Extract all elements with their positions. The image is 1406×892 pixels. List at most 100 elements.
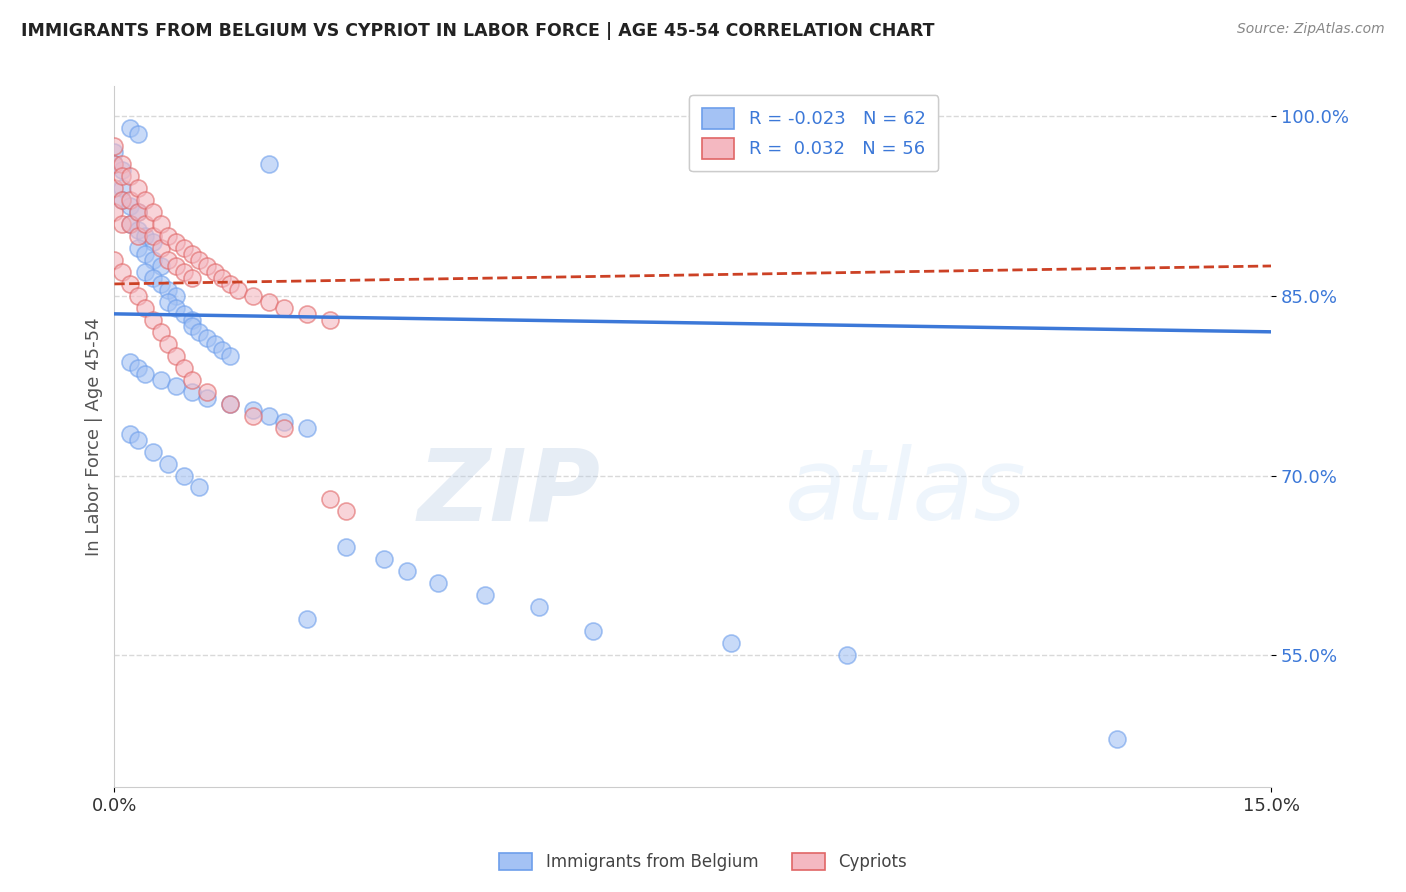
Point (149, 373, 172, 387)
Point (474, 588, 496, 602)
Point (127, 229, 149, 244)
Point (180, 318, 202, 333)
Point (211, 271, 233, 285)
Point (103, 181, 125, 195)
Point (111, 169, 134, 183)
Legend: R = -0.023   N = 62, R =  0.032   N = 56: R = -0.023 N = 62, R = 0.032 N = 56 (689, 95, 938, 171)
Point (173, 468, 195, 483)
Point (127, 181, 149, 195)
Text: IMMIGRANTS FROM BELGIUM VS CYPRIOT IN LABOR FORCE | AGE 45-54 CORRELATION CHART: IMMIGRANTS FROM BELGIUM VS CYPRIOT IN LA… (21, 22, 935, 40)
Point (127, 223, 149, 237)
Point (103, 157, 125, 171)
Point (257, 157, 280, 171)
Point (157, 457, 180, 471)
Point (111, 163, 134, 178)
Point (527, 600, 550, 615)
Point (219, 349, 242, 363)
Point (295, 307, 318, 321)
Point (111, 157, 134, 171)
Point (180, 247, 202, 261)
Point (319, 492, 342, 507)
Point (273, 415, 295, 429)
Text: Source: ZipAtlas.com: Source: ZipAtlas.com (1237, 22, 1385, 37)
Point (335, 541, 357, 555)
Point (204, 336, 226, 351)
Point (257, 294, 280, 309)
Point (157, 283, 180, 297)
Point (111, 217, 134, 231)
Point (103, 157, 125, 171)
Point (195, 259, 218, 273)
Point (195, 331, 218, 345)
Point (118, 217, 141, 231)
Point (134, 193, 156, 207)
Point (157, 229, 180, 244)
Point (219, 397, 242, 411)
Point (242, 409, 264, 423)
Point (173, 241, 195, 255)
Point (127, 360, 149, 375)
Point (204, 265, 226, 279)
Point (142, 229, 165, 244)
Point (180, 313, 202, 327)
Point (134, 301, 156, 315)
Point (219, 397, 242, 411)
Point (180, 384, 202, 399)
Point (319, 313, 342, 327)
Point (335, 504, 357, 518)
Point (295, 420, 318, 434)
Point (149, 325, 172, 339)
Point (118, 199, 141, 213)
Point (111, 193, 134, 207)
Point (118, 217, 141, 231)
Point (173, 265, 195, 279)
Point (373, 552, 395, 566)
Point (127, 205, 149, 219)
Point (142, 313, 165, 327)
Point (188, 252, 211, 267)
Point (118, 121, 141, 136)
Point (127, 128, 149, 142)
Point (118, 193, 141, 207)
Point (142, 235, 165, 249)
Point (195, 384, 218, 399)
Point (103, 145, 125, 160)
Point (257, 409, 280, 423)
Point (295, 612, 318, 626)
Point (157, 294, 180, 309)
Point (180, 373, 202, 387)
Point (165, 301, 187, 315)
Point (581, 624, 603, 639)
Point (142, 271, 165, 285)
Point (173, 307, 195, 321)
Point (427, 576, 450, 591)
Point (103, 139, 125, 153)
Point (134, 367, 156, 381)
Point (157, 252, 180, 267)
Point (157, 336, 180, 351)
Point (720, 636, 742, 650)
Point (188, 481, 211, 495)
Point (111, 193, 134, 207)
Point (149, 241, 172, 255)
Point (835, 648, 858, 662)
Point (118, 277, 141, 291)
Point (165, 235, 187, 249)
Y-axis label: In Labor Force | Age 45-54: In Labor Force | Age 45-54 (86, 318, 103, 556)
Text: atlas: atlas (786, 444, 1026, 541)
Point (396, 564, 419, 578)
Point (211, 343, 233, 357)
Point (165, 349, 187, 363)
Legend: Immigrants from Belgium, Cypriots: Immigrants from Belgium, Cypriots (491, 845, 915, 880)
Point (118, 169, 141, 183)
Point (149, 259, 172, 273)
Point (142, 252, 165, 267)
Point (195, 391, 218, 405)
Point (188, 325, 211, 339)
Point (134, 247, 156, 261)
Text: ZIP: ZIP (418, 444, 600, 541)
Point (127, 289, 149, 303)
Point (273, 301, 295, 315)
Point (103, 205, 125, 219)
Point (118, 426, 141, 441)
